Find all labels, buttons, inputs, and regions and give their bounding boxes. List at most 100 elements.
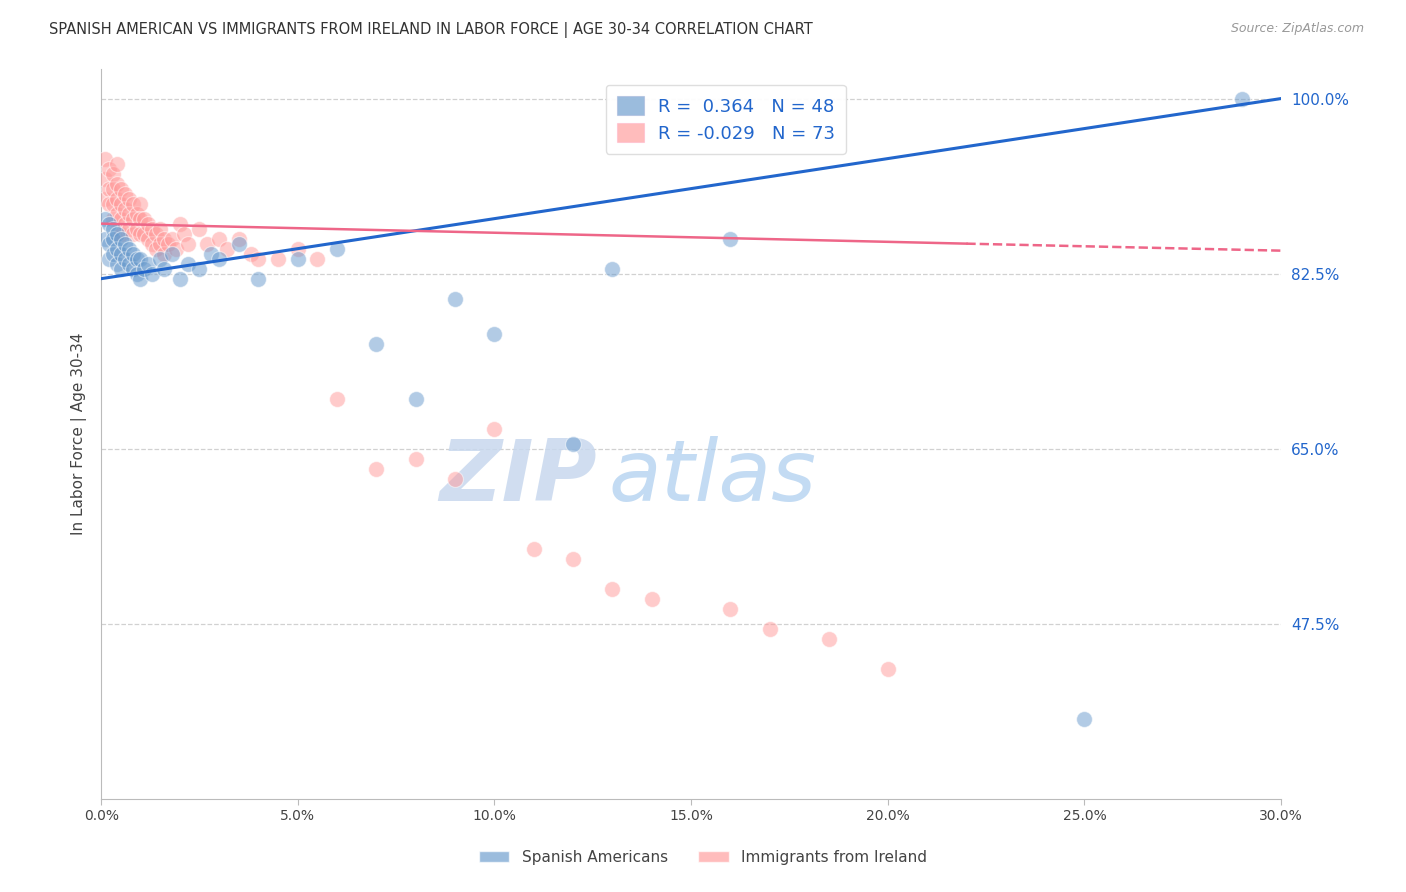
Point xyxy=(101,167,124,181)
Point xyxy=(173,227,195,241)
Point xyxy=(188,221,211,235)
Point xyxy=(114,186,136,201)
Point xyxy=(118,257,141,271)
Point xyxy=(444,292,467,306)
Point xyxy=(114,236,136,251)
Point xyxy=(405,451,427,466)
Point xyxy=(405,392,427,406)
Text: Source: ZipAtlas.com: Source: ZipAtlas.com xyxy=(1230,22,1364,36)
Point xyxy=(149,252,172,266)
Point xyxy=(153,232,176,246)
Point xyxy=(105,227,128,241)
Point xyxy=(562,552,585,566)
Legend: Spanish Americans, Immigrants from Ireland: Spanish Americans, Immigrants from Irela… xyxy=(472,844,934,871)
Point xyxy=(817,632,839,646)
Point xyxy=(641,591,664,606)
Point xyxy=(101,232,124,246)
Point xyxy=(141,236,163,251)
Point xyxy=(326,392,349,406)
Point xyxy=(200,246,222,260)
Point xyxy=(247,252,270,266)
Point xyxy=(239,246,262,260)
Point xyxy=(136,257,159,271)
Point xyxy=(160,246,183,260)
Point xyxy=(228,236,250,251)
Point xyxy=(136,217,159,231)
Point xyxy=(101,196,124,211)
Point xyxy=(208,252,231,266)
Point xyxy=(125,252,148,266)
Point xyxy=(129,211,152,226)
Point xyxy=(98,196,121,211)
Point xyxy=(134,261,156,276)
Point xyxy=(267,252,290,266)
Point xyxy=(247,271,270,285)
Point xyxy=(98,181,121,195)
Point xyxy=(101,211,124,226)
Point xyxy=(121,246,143,260)
Point xyxy=(129,227,152,241)
Point xyxy=(602,582,624,596)
Point xyxy=(149,221,172,235)
Point xyxy=(94,211,117,226)
Point xyxy=(145,227,167,241)
Point xyxy=(118,192,141,206)
Point xyxy=(101,181,124,195)
Point xyxy=(114,252,136,266)
Point xyxy=(98,161,121,176)
Point xyxy=(307,252,329,266)
Text: ZIP: ZIP xyxy=(439,436,596,519)
Point xyxy=(125,206,148,220)
Point xyxy=(160,232,183,246)
Point xyxy=(110,261,132,276)
Point xyxy=(101,246,124,260)
Y-axis label: In Labor Force | Age 30-34: In Labor Force | Age 30-34 xyxy=(72,333,87,535)
Point xyxy=(105,257,128,271)
Point xyxy=(125,267,148,281)
Point xyxy=(110,211,132,226)
Point xyxy=(149,236,172,251)
Point xyxy=(176,236,198,251)
Point xyxy=(215,242,238,256)
Point xyxy=(125,221,148,235)
Point xyxy=(136,232,159,246)
Point xyxy=(720,602,742,616)
Point xyxy=(110,181,132,195)
Point xyxy=(523,541,546,556)
Point xyxy=(1073,712,1095,726)
Point xyxy=(169,271,191,285)
Point xyxy=(141,221,163,235)
Point xyxy=(118,206,141,220)
Point xyxy=(720,232,742,246)
Point xyxy=(145,242,167,256)
Point xyxy=(121,261,143,276)
Point xyxy=(366,462,388,476)
Point xyxy=(195,236,218,251)
Point xyxy=(110,196,132,211)
Point xyxy=(153,261,176,276)
Point xyxy=(444,472,467,486)
Legend: R =  0.364   N = 48, R = -0.029   N = 73: R = 0.364 N = 48, R = -0.029 N = 73 xyxy=(606,85,846,153)
Point xyxy=(110,232,132,246)
Point xyxy=(141,267,163,281)
Point xyxy=(134,227,156,241)
Point xyxy=(176,257,198,271)
Point xyxy=(562,437,585,451)
Point xyxy=(169,217,191,231)
Point xyxy=(118,242,141,256)
Text: SPANISH AMERICAN VS IMMIGRANTS FROM IRELAND IN LABOR FORCE | AGE 30-34 CORRELATI: SPANISH AMERICAN VS IMMIGRANTS FROM IREL… xyxy=(49,22,813,38)
Point xyxy=(105,192,128,206)
Point xyxy=(129,196,152,211)
Point xyxy=(129,252,152,266)
Point xyxy=(134,211,156,226)
Point xyxy=(188,261,211,276)
Point xyxy=(208,232,231,246)
Text: atlas: atlas xyxy=(609,436,817,519)
Point xyxy=(129,271,152,285)
Point xyxy=(118,221,141,235)
Point xyxy=(105,177,128,191)
Point xyxy=(110,246,132,260)
Point xyxy=(121,227,143,241)
Point xyxy=(602,261,624,276)
Point xyxy=(326,242,349,256)
